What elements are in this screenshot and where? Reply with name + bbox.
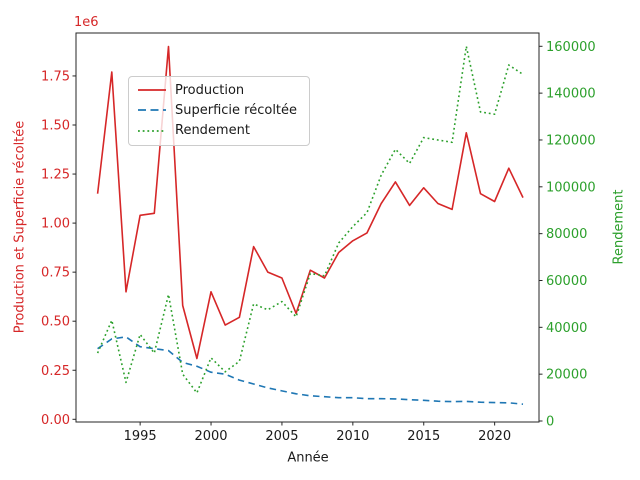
left-axis-label: Production et Superficie récoltée: [12, 120, 28, 334]
right-tick-label: 100000: [546, 180, 596, 195]
production-line-sample: [138, 89, 166, 92]
legend-item-production: Production: [137, 80, 301, 100]
left-tick-label: 0.00: [41, 413, 70, 428]
legend-label-rendement: Rendement: [175, 123, 250, 139]
x-tick-label: 2015: [407, 429, 440, 444]
right-tick-label: 120000: [546, 133, 596, 148]
legend-label-superficie: Superficie récoltée: [175, 102, 298, 118]
right-tick-label: 80000: [546, 227, 587, 242]
legend-label-production: Production: [175, 82, 245, 98]
legend-item-rendement: Rendement: [137, 121, 301, 141]
superficie-line-sample: [138, 109, 166, 112]
right-tick-label: 140000: [546, 87, 596, 102]
legend: Production Superficie récoltée Rendement: [128, 76, 310, 146]
x-tick-label: 1995: [124, 429, 157, 444]
legend-item-superficie: Superficie récoltée: [137, 100, 301, 120]
left-axis-offset-text: 1e6: [74, 15, 99, 30]
right-tick-label: 0: [546, 415, 554, 430]
left-tick-label: 0.75: [41, 266, 70, 281]
x-tick-label: 2020: [478, 429, 511, 444]
series-line-solid: [96, 45, 524, 360]
series-line-dotted: [96, 45, 524, 394]
axes-spines: [75, 32, 540, 423]
x-tick-label: 2005: [265, 429, 298, 444]
right-tick-label: 60000: [546, 274, 587, 289]
left-tick-label: 1.50: [41, 119, 70, 134]
left-tick-label: 0.25: [41, 364, 70, 379]
x-tick-label: 2000: [194, 429, 227, 444]
left-tick-label: 1.75: [41, 69, 70, 84]
left-tick-label: 0.50: [41, 315, 70, 330]
x-axis-label: Année: [287, 450, 329, 466]
right-axis-label: Rendement: [611, 189, 627, 265]
series-line-dashed: [97, 336, 524, 405]
left-tick-label: 1.00: [41, 217, 70, 232]
left-tick-label: 1.25: [41, 168, 70, 183]
right-tick-label: 40000: [546, 321, 587, 336]
x-tick-label: 2010: [336, 429, 369, 444]
right-tick-label: 20000: [546, 368, 587, 383]
right-tick-label: 160000: [546, 40, 596, 55]
rendement-line-sample: [138, 129, 166, 132]
